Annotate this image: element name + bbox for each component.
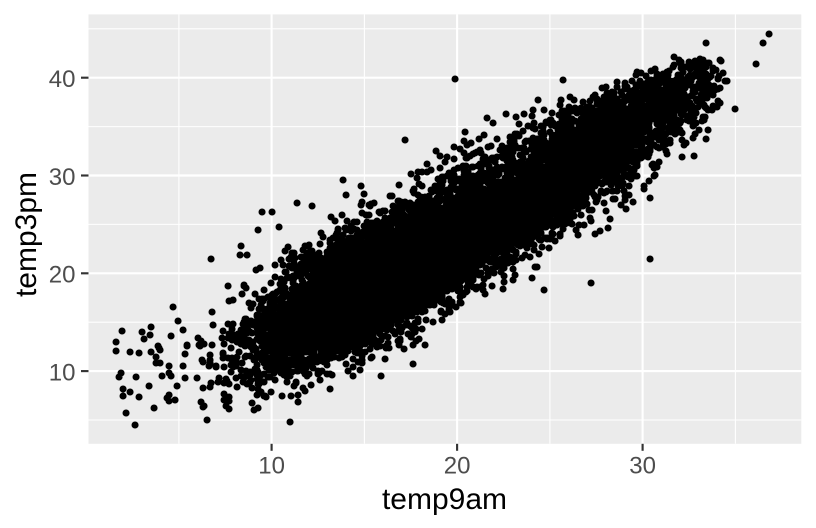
- svg-text:temp9am: temp9am: [382, 483, 507, 516]
- svg-text:40: 40: [49, 66, 76, 93]
- svg-text:20: 20: [444, 453, 471, 480]
- svg-text:30: 30: [629, 453, 656, 480]
- svg-text:10: 10: [49, 359, 76, 386]
- svg-text:30: 30: [49, 164, 76, 191]
- svg-text:10: 10: [258, 453, 285, 480]
- svg-text:temp3pm: temp3pm: [10, 172, 43, 297]
- svg-text:20: 20: [49, 262, 76, 289]
